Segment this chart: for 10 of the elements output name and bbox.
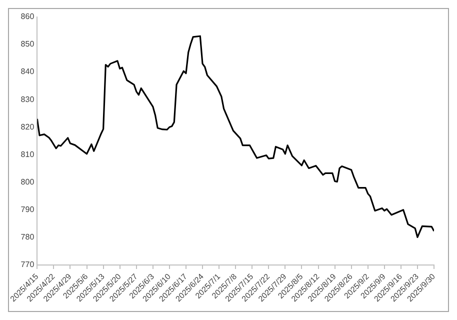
- y-tick-label: 790: [20, 205, 35, 214]
- y-tick-label: 770: [20, 260, 35, 270]
- y-tick-label: 820: [20, 122, 35, 132]
- y-tick-label: 810: [20, 150, 35, 159]
- y-tick-label: 840: [20, 67, 35, 76]
- y-tick-label: 780: [20, 232, 35, 242]
- y-tick-label: 800: [20, 178, 35, 186]
- y-tick-label: 850: [20, 40, 35, 49]
- y-tick-label: 860: [20, 12, 35, 22]
- y-tick-label: 830: [20, 94, 35, 104]
